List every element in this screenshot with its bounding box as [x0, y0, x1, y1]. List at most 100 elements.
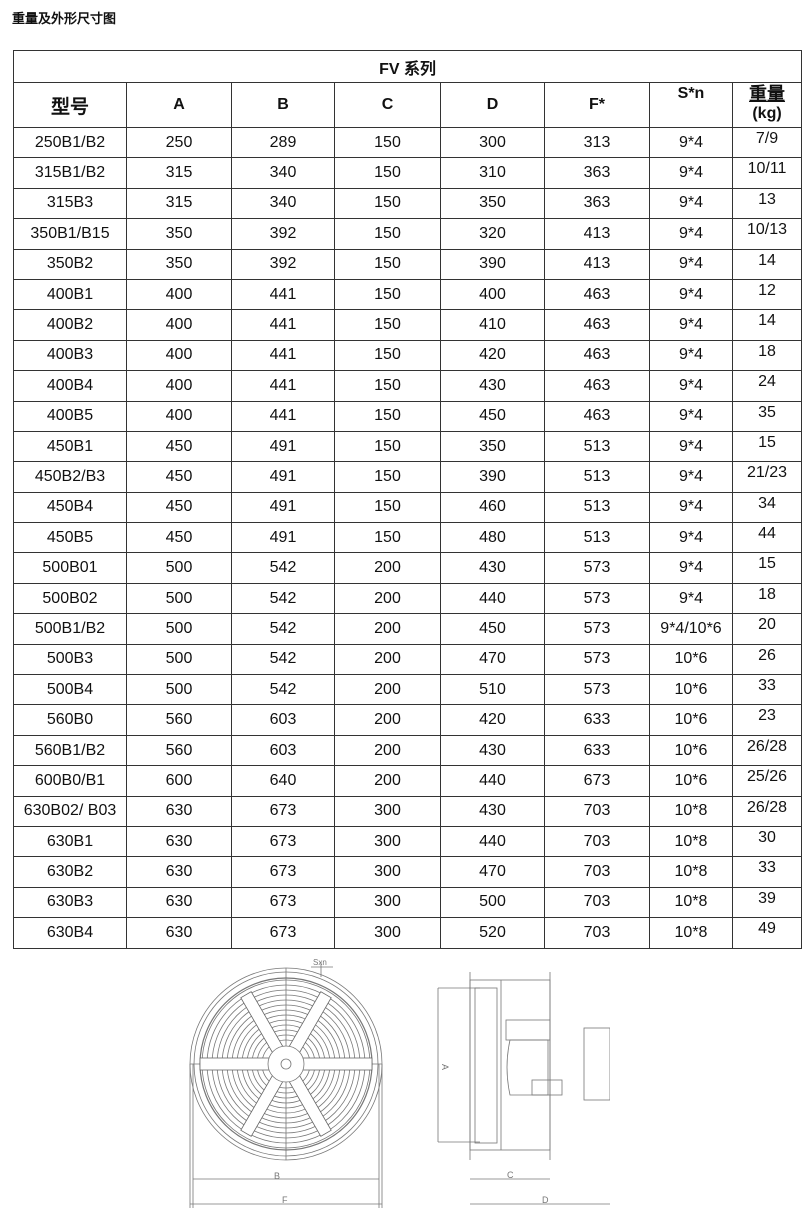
cell-d: 470 [440, 856, 545, 888]
cell-a: 400 [126, 309, 232, 341]
cell-sn: 9*4 [649, 582, 733, 615]
cell-f: 573 [544, 674, 650, 706]
cell-f: 513 [544, 430, 650, 463]
table-row: 630B1 630 673 300 440 703 10*8 30 [13, 825, 803, 858]
cell-d: 510 [440, 674, 545, 706]
cell-f: 513 [544, 461, 650, 493]
cell-c: 200 [334, 582, 441, 615]
cell-b: 340 [231, 157, 335, 189]
cell-sn: 10*6 [649, 704, 733, 736]
cell-weight: 44 [731, 522, 803, 554]
front-view: Sxn B F [189, 958, 383, 1208]
cell-a: 630 [126, 886, 232, 919]
cell-f: 703 [544, 795, 650, 827]
cell-sn: 9*4 [649, 370, 733, 402]
table-row: 560B1/B2 560 603 200 430 633 10*6 26/28 [13, 734, 803, 767]
label-a: A [440, 1064, 450, 1070]
cell-b: 673 [231, 856, 335, 888]
table-row: 350B1/B15 350 392 150 320 413 9*4 10/13 [13, 218, 803, 250]
cell-model: 315B1/B2 [13, 157, 127, 189]
cell-a: 560 [126, 734, 232, 767]
cell-d: 450 [440, 400, 545, 432]
cell-weight: 10/11 [731, 157, 803, 189]
cell-weight: 25/26 [731, 765, 803, 797]
cell-b: 542 [231, 552, 335, 584]
table-row: 500B3 500 542 200 470 573 10*6 26 [13, 643, 803, 676]
cell-sn: 9*4 [649, 218, 733, 250]
cell-model: 500B3 [13, 643, 127, 676]
cell-b: 392 [231, 248, 335, 280]
cell-f: 513 [544, 522, 650, 554]
cell-weight: 34 [731, 491, 803, 524]
table-row: 500B1/B2 500 542 200 450 573 9*4/10*6 20 [13, 613, 803, 645]
cell-b: 542 [231, 643, 335, 676]
cell-sn: 10*6 [649, 734, 733, 767]
cell-a: 600 [126, 765, 232, 797]
cell-c: 200 [334, 552, 441, 584]
cell-d: 430 [440, 370, 545, 402]
header-a: A [126, 82, 232, 128]
table-row: 400B1 400 441 150 400 463 9*4 12 [13, 278, 803, 311]
cell-d: 440 [440, 582, 545, 615]
cell-a: 500 [126, 613, 232, 645]
cell-a: 450 [126, 461, 232, 493]
cell-d: 440 [440, 825, 545, 858]
cell-weight: 24 [731, 370, 803, 402]
cell-b: 491 [231, 522, 335, 554]
cell-weight: 13 [731, 187, 803, 220]
cell-a: 500 [126, 674, 232, 706]
cell-d: 430 [440, 795, 545, 827]
cell-a: 630 [126, 795, 232, 827]
cell-model: 400B2 [13, 309, 127, 341]
table-row: 315B3 315 340 150 350 363 9*4 13 [13, 187, 803, 220]
cell-model: 500B02 [13, 582, 127, 615]
cell-d: 450 [440, 613, 545, 645]
cell-a: 400 [126, 400, 232, 432]
cell-d: 400 [440, 278, 545, 311]
cell-weight: 15 [731, 552, 803, 584]
cell-d: 430 [440, 552, 545, 584]
cell-b: 441 [231, 400, 335, 432]
cell-a: 450 [126, 491, 232, 524]
cell-c: 200 [334, 613, 441, 645]
table-row: 630B4 630 673 300 520 703 10*8 49 [13, 917, 803, 949]
fan-dimension-drawing: Sxn B F A C D [189, 958, 610, 1208]
cell-model: 630B4 [13, 917, 127, 949]
cell-sn: 9*4 [649, 278, 733, 311]
cell-weight: 23 [731, 704, 803, 736]
header-d: D [440, 82, 545, 128]
cell-f: 633 [544, 704, 650, 736]
cell-model: 400B5 [13, 400, 127, 432]
table-row: 630B3 630 673 300 500 703 10*8 39 [13, 886, 803, 919]
cell-b: 673 [231, 917, 335, 949]
cell-weight: 33 [731, 674, 803, 706]
cell-model: 630B2 [13, 856, 127, 888]
cell-d: 310 [440, 157, 545, 189]
cell-f: 633 [544, 734, 650, 767]
cell-weight: 7/9 [731, 126, 803, 159]
cell-f: 413 [544, 218, 650, 250]
cell-model: 600B0/B1 [13, 765, 127, 797]
cell-a: 250 [126, 126, 232, 159]
cell-model: 250B1/B2 [13, 126, 127, 159]
label-c: C [507, 1170, 514, 1180]
cell-d: 390 [440, 248, 545, 280]
cell-model: 450B1 [13, 430, 127, 463]
cell-d: 470 [440, 643, 545, 676]
cell-f: 703 [544, 886, 650, 919]
header-c: C [334, 82, 441, 128]
table-row: 500B01 500 542 200 430 573 9*4 15 [13, 552, 803, 584]
cell-f: 573 [544, 582, 650, 615]
table-row: 500B02 500 542 200 440 573 9*4 18 [13, 582, 803, 615]
cell-a: 350 [126, 248, 232, 280]
cell-c: 150 [334, 522, 441, 554]
cell-sn: 9*4 [649, 157, 733, 189]
table-row: 630B02/ B03 630 673 300 430 703 10*8 26/28 [13, 795, 803, 827]
cell-model: 350B2 [13, 248, 127, 280]
table-row: 500B4 500 542 200 510 573 10*6 33 [13, 674, 803, 706]
cell-model: 350B1/B15 [13, 218, 127, 250]
cell-weight: 14 [731, 248, 803, 280]
cell-b: 392 [231, 218, 335, 250]
cell-sn: 10*6 [649, 674, 733, 706]
cell-c: 150 [334, 248, 441, 280]
